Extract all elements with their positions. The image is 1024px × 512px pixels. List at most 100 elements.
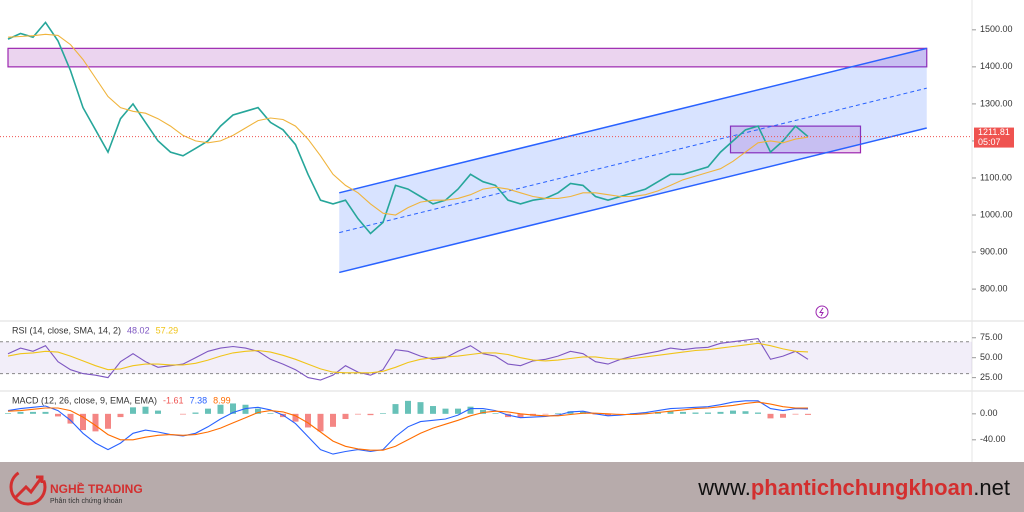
price-label: 1211.81 bbox=[978, 127, 1010, 137]
histogram-bar bbox=[567, 411, 574, 414]
logo bbox=[9, 468, 47, 506]
histogram-bar bbox=[405, 400, 411, 414]
histogram-bar bbox=[205, 408, 211, 414]
histogram-bar bbox=[392, 404, 399, 414]
y-tick-label: 1300.00 bbox=[980, 98, 1013, 108]
histogram-bar bbox=[367, 413, 374, 416]
histogram-bar bbox=[455, 408, 461, 414]
zone bbox=[7, 47, 928, 68]
histogram-bar bbox=[480, 409, 486, 414]
histogram-bar bbox=[80, 413, 86, 431]
site-suffix: .net bbox=[973, 475, 1010, 500]
site-prefix: www. bbox=[698, 475, 751, 500]
channel-upper bbox=[339, 47, 927, 194]
histogram-bar bbox=[230, 403, 236, 414]
histogram-bar bbox=[17, 411, 24, 414]
channel-lower bbox=[339, 127, 927, 274]
histogram-bar bbox=[67, 413, 74, 424]
histogram-bar bbox=[805, 413, 811, 415]
histogram-bar bbox=[492, 413, 499, 414]
histogram-bar bbox=[730, 410, 736, 414]
legend-value: 57.29 bbox=[156, 325, 179, 335]
histogram-bar bbox=[667, 411, 674, 414]
y-tick-label: 25.00 bbox=[980, 372, 1003, 382]
y-tick-label: 50.00 bbox=[980, 352, 1003, 362]
histogram-bar bbox=[755, 412, 761, 414]
histogram-bar bbox=[642, 412, 649, 414]
series-line bbox=[7, 33, 809, 216]
y-tick-label: -40.00 bbox=[980, 434, 1006, 444]
histogram-bar bbox=[542, 413, 549, 415]
histogram-bar bbox=[180, 413, 186, 415]
series-line bbox=[7, 401, 808, 451]
y-tick-label: 900.00 bbox=[980, 246, 1008, 256]
histogram-bar bbox=[105, 413, 111, 429]
brand: NGHỀ TRADING bbox=[50, 482, 143, 496]
histogram-bar bbox=[317, 413, 324, 432]
site-name: phantichchungkhoan bbox=[750, 475, 974, 500]
histogram-bar bbox=[117, 413, 124, 418]
series-line bbox=[7, 342, 809, 374]
histogram-bar bbox=[467, 406, 474, 414]
histogram-bar bbox=[92, 413, 99, 432]
y-tick-label: 0.00 bbox=[980, 408, 998, 418]
histogram-bar bbox=[355, 413, 361, 415]
alert-icon bbox=[815, 305, 829, 319]
rsi-band bbox=[0, 341, 972, 374]
histogram-bar bbox=[742, 411, 749, 414]
histogram-bar bbox=[380, 413, 386, 414]
histogram-bar bbox=[417, 402, 424, 414]
y-tick-label: 800.00 bbox=[980, 283, 1008, 293]
histogram-bar bbox=[705, 412, 711, 414]
histogram-bar bbox=[55, 413, 61, 417]
histogram-bar bbox=[30, 411, 36, 414]
website: www.phantichchungkhoan.net bbox=[698, 475, 1010, 501]
histogram-bar bbox=[792, 413, 799, 415]
histogram-bar bbox=[42, 411, 49, 414]
histogram-bar bbox=[130, 407, 136, 414]
histogram-bar bbox=[267, 413, 274, 414]
legend-value: 7.38 bbox=[190, 395, 208, 405]
legend-value: -1.61 bbox=[163, 395, 184, 405]
footer: NGHỀ TRADING Phân tích chứng khoán www.p… bbox=[0, 462, 1024, 512]
y-tick-label: 1400.00 bbox=[980, 61, 1013, 71]
legend-value: 48.02 bbox=[127, 325, 150, 335]
indicator-title: RSI (14, close, SMA, 14, 2) bbox=[12, 325, 121, 335]
legend-value: 8.99 bbox=[213, 395, 231, 405]
histogram-bar bbox=[430, 406, 436, 414]
histogram-bar bbox=[767, 413, 774, 419]
y-tick-label: 1100.00 bbox=[980, 172, 1012, 182]
series-line bbox=[7, 21, 809, 235]
channel-mid bbox=[339, 87, 927, 234]
histogram-bar bbox=[5, 413, 11, 414]
histogram-bar bbox=[517, 413, 524, 418]
histogram-bar bbox=[255, 408, 261, 414]
y-tick-label: 1500.00 bbox=[980, 24, 1013, 34]
histogram-bar bbox=[342, 413, 349, 420]
price-label-bg bbox=[974, 127, 1014, 148]
histogram-bar bbox=[305, 413, 311, 428]
indicator-title: MACD (12, 26, close, 9, EMA, EMA) bbox=[12, 395, 157, 405]
y-tick-label: 75.00 bbox=[980, 332, 1003, 342]
histogram-bar bbox=[292, 413, 299, 422]
histogram-bar bbox=[330, 413, 336, 427]
series-line bbox=[7, 400, 809, 455]
histogram-bar bbox=[192, 412, 199, 414]
chart: 800.00900.001000.001100.001200.001300.00… bbox=[0, 0, 1024, 462]
histogram-bar bbox=[442, 408, 449, 414]
alert-icon bbox=[819, 307, 824, 317]
histogram-bar bbox=[605, 413, 611, 416]
histogram-bar bbox=[142, 406, 149, 414]
histogram-bar bbox=[217, 404, 224, 414]
histogram-bar bbox=[692, 412, 699, 414]
series-line bbox=[7, 338, 809, 381]
histogram-bar bbox=[155, 410, 161, 414]
histogram-bar bbox=[780, 413, 786, 418]
histogram-bar bbox=[717, 411, 724, 414]
y-tick-label: 1000.00 bbox=[980, 209, 1013, 219]
countdown: 05:07 bbox=[978, 137, 1001, 147]
histogram-bar bbox=[555, 413, 561, 414]
histogram-bar bbox=[242, 404, 249, 414]
histogram-bar bbox=[680, 411, 686, 414]
